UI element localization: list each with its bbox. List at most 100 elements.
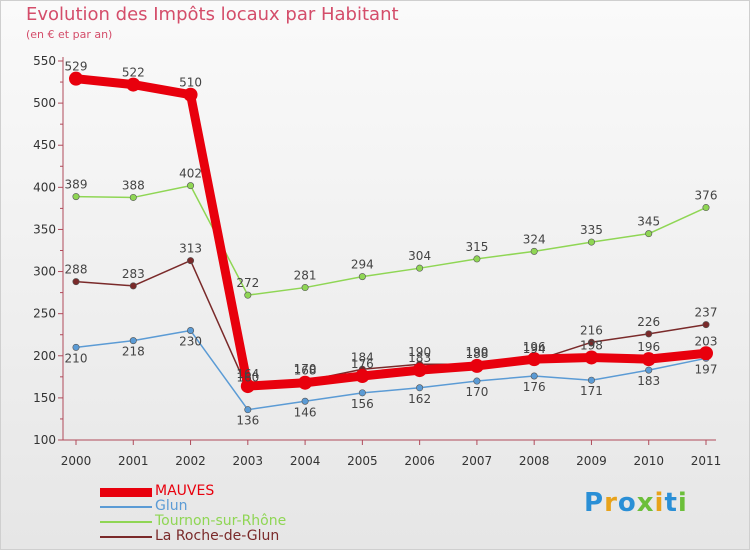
data-point (645, 330, 653, 338)
x-tick-label: 2006 (404, 454, 435, 468)
data-point (72, 343, 80, 351)
x-tick-label: 2010 (633, 454, 664, 468)
data-label: 197 (695, 362, 718, 376)
data-label: 176 (351, 357, 374, 371)
legend-item: Tournon-sur-Rhône (100, 514, 360, 529)
data-label: 168 (294, 364, 317, 378)
data-label: 324 (523, 232, 546, 246)
x-tick-label: 2003 (233, 454, 264, 468)
legend-item: Glun (100, 499, 360, 514)
data-label: 198 (580, 338, 603, 352)
data-label: 313 (179, 242, 202, 256)
data-point (699, 346, 713, 361)
data-point (469, 358, 484, 373)
y-tick-label: 550 (33, 54, 56, 68)
legend-swatch (100, 521, 152, 523)
data-label: 196 (523, 340, 546, 354)
legend-label: Tournon-sur-Rhône (155, 513, 287, 529)
data-point (187, 327, 195, 335)
y-tick-label: 500 (33, 96, 56, 110)
x-tick-label: 2005 (347, 454, 378, 468)
data-label: 315 (465, 240, 488, 254)
data-label: 283 (122, 267, 145, 281)
data-label: 188 (465, 347, 488, 361)
y-tick-label: 250 (33, 307, 56, 321)
chart-title: Evolution des Impôts locaux par Habitant (26, 4, 399, 25)
data-point (641, 352, 656, 367)
data-label: 170 (465, 385, 488, 399)
data-point (587, 376, 595, 384)
data-point (473, 255, 481, 263)
data-label: 304 (408, 249, 431, 263)
data-label: 170 (294, 362, 317, 376)
y-tick-label: 150 (33, 391, 56, 405)
y-tick-label: 450 (33, 138, 56, 152)
data-label: 281 (294, 269, 317, 283)
series-line-1 (75, 329, 707, 411)
y-tick-label: 100 (33, 433, 56, 447)
data-point (530, 247, 538, 255)
chart-legend: MAUVES Glun Tournon-sur-Rhône La Roche-de-G… (100, 484, 360, 544)
data-point (416, 264, 424, 272)
data-point (416, 384, 424, 392)
data-point (412, 363, 427, 378)
y-tick-label: 350 (33, 222, 56, 236)
y-tick-label: 400 (33, 180, 56, 194)
data-point (126, 77, 141, 92)
data-label: 529 (65, 60, 88, 74)
legend-swatch (100, 487, 152, 497)
x-tick-label: 2000 (61, 454, 92, 468)
x-tick-label: 2007 (462, 454, 493, 468)
data-point (69, 71, 83, 86)
data-point (129, 337, 137, 345)
data-label: 388 (122, 178, 145, 192)
data-label: 230 (179, 335, 202, 349)
data-point (301, 284, 309, 292)
data-label: 203 (695, 334, 718, 348)
data-label: 210 (65, 351, 88, 365)
data-point (358, 273, 366, 281)
data-label: 176 (523, 380, 546, 394)
x-tick-label: 2004 (290, 454, 321, 468)
data-label: 376 (695, 189, 718, 203)
legend-swatch (100, 536, 152, 538)
data-point (527, 352, 542, 367)
data-label: 183 (408, 351, 431, 365)
data-point (301, 397, 309, 405)
data-point (183, 87, 198, 102)
data-label: 164 (236, 367, 259, 381)
data-point (298, 375, 313, 390)
data-label: 136 (236, 414, 259, 428)
y-tick-label: 300 (33, 265, 56, 279)
data-label: 288 (65, 263, 88, 277)
data-point (355, 368, 370, 383)
data-point (645, 230, 653, 238)
data-label: 160 (236, 370, 259, 384)
data-point (240, 379, 255, 394)
data-label: 226 (637, 315, 660, 329)
legend-swatch (100, 506, 152, 508)
data-point (129, 193, 137, 201)
data-label: 146 (294, 405, 317, 419)
data-point (187, 257, 195, 265)
data-point (473, 377, 481, 385)
data-label: 389 (65, 178, 88, 192)
x-tick-label: 2001 (118, 454, 149, 468)
data-label: 171 (580, 384, 603, 398)
data-label: 335 (580, 223, 603, 237)
legend-item: La Roche-de-Glun (100, 529, 360, 544)
data-label: 345 (637, 215, 660, 229)
data-label: 183 (637, 374, 660, 388)
data-point (587, 238, 595, 246)
series-line-3 (75, 259, 707, 391)
legend-label: Glun (155, 498, 188, 514)
proxiti-logo: Proxiti (584, 488, 688, 518)
data-label: 216 (580, 323, 603, 337)
data-label: 237 (695, 306, 718, 320)
data-point (587, 338, 595, 346)
data-label: 522 (122, 66, 145, 80)
series-line-2 (75, 184, 707, 296)
data-point (702, 321, 710, 329)
data-label: 510 (179, 76, 202, 90)
